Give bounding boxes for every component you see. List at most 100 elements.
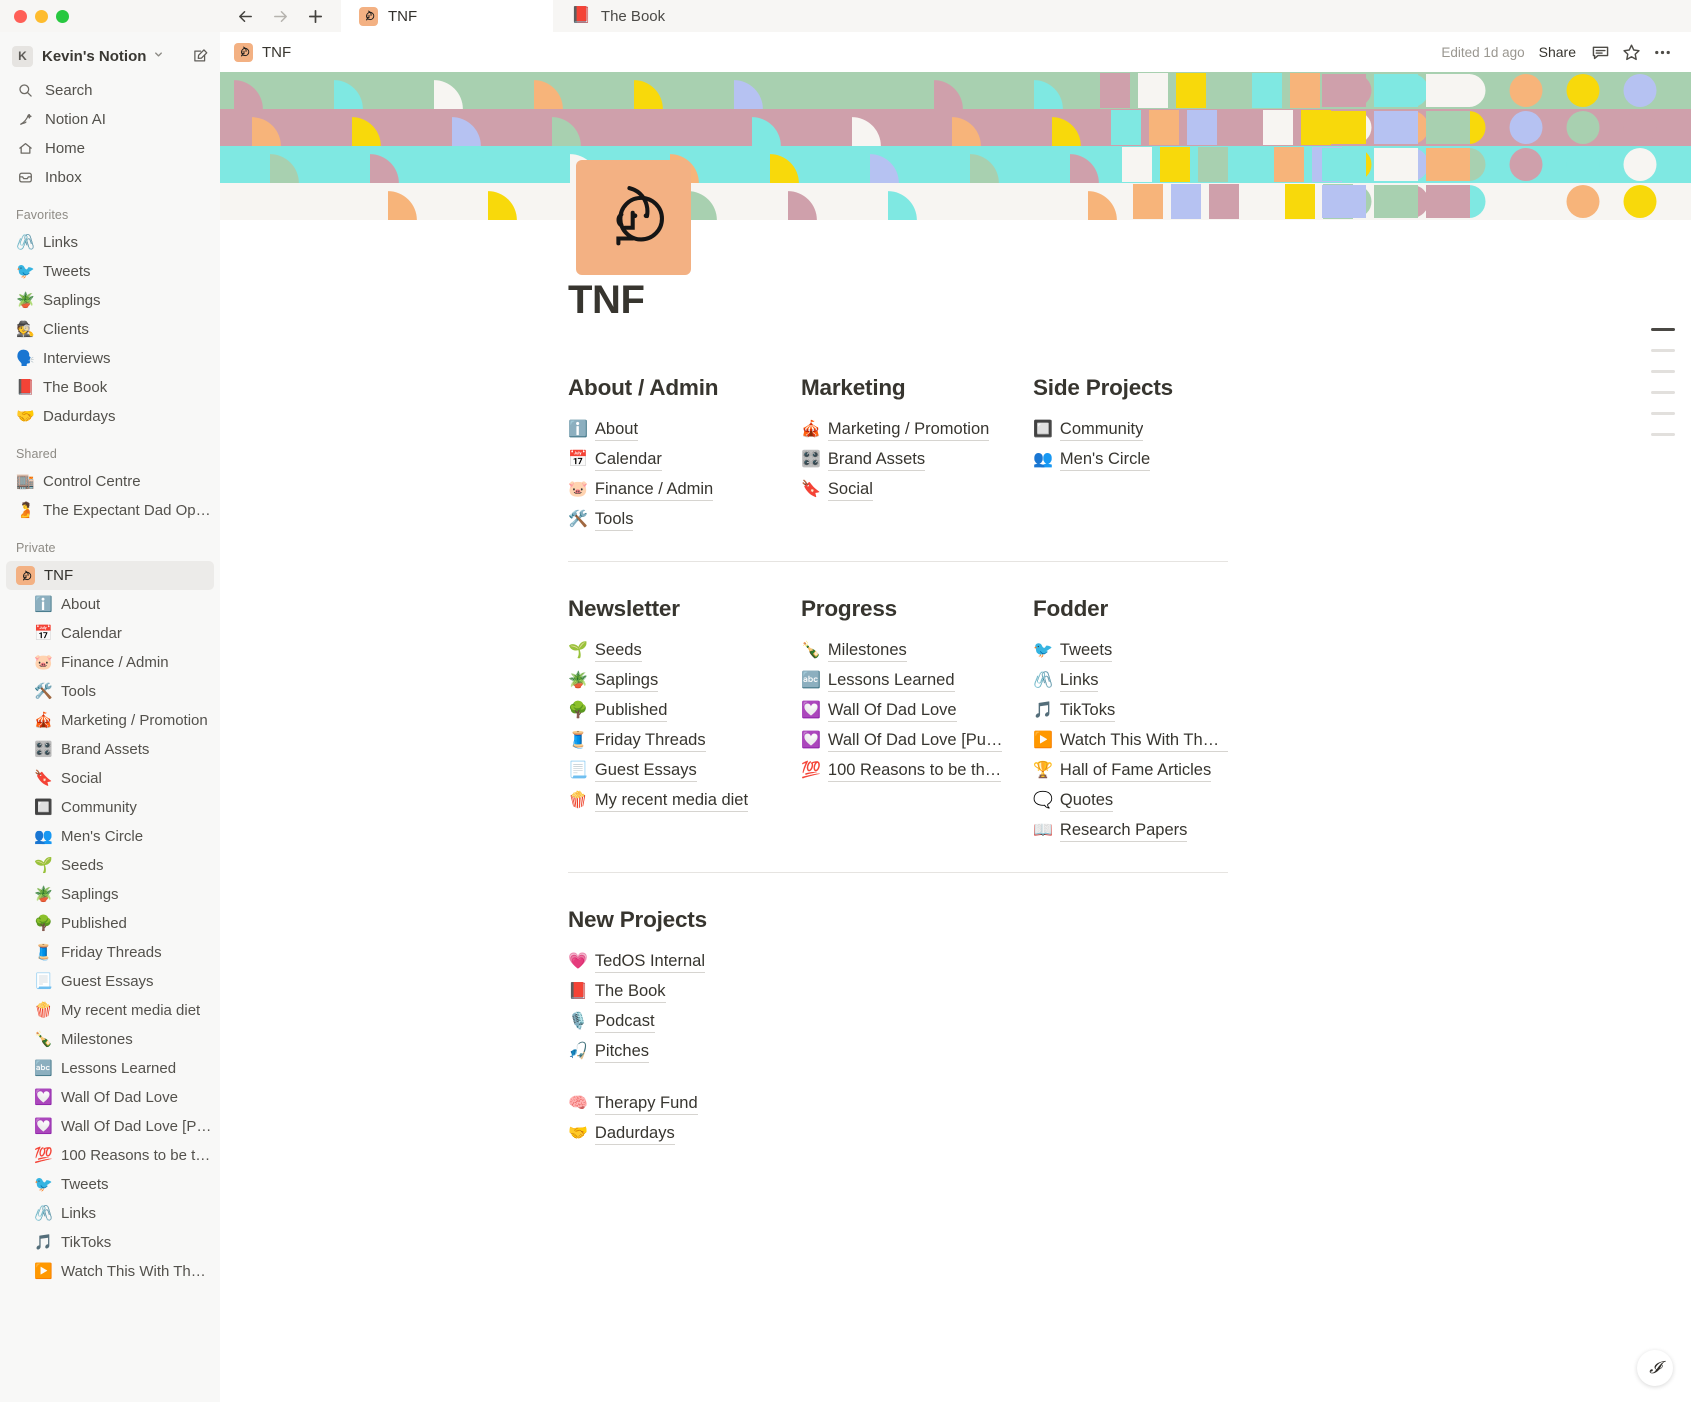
share-button[interactable]: Share: [1538, 44, 1576, 60]
sidebar-favorite-item[interactable]: 🗣️ Interviews: [0, 344, 220, 373]
edited-timestamp: Edited 1d ago: [1441, 44, 1525, 60]
sidebar-private-item[interactable]: 🖇️ Links: [0, 1199, 220, 1228]
page-link[interactable]: 🎵 TikToks: [1033, 696, 1228, 726]
new-tab-icon[interactable]: [306, 7, 325, 26]
page-link[interactable]: 🖇️ Links: [1033, 666, 1228, 696]
star-icon[interactable]: [1621, 42, 1642, 63]
sidebar-private-item[interactable]: 💯 100 Reasons to be than…: [0, 1141, 220, 1170]
sidebar-favorite-item[interactable]: 📕 The Book: [0, 373, 220, 402]
close-window-button[interactable]: [14, 9, 27, 23]
sidebar-private-item[interactable]: 📅 Calendar: [0, 619, 220, 648]
page-link[interactable]: 🎪 Marketing / Promotion: [801, 415, 1033, 445]
sidebar-private-item[interactable]: 👥 Men's Circle: [0, 822, 220, 851]
page-link[interactable]: 📕 The Book: [568, 977, 801, 1007]
page-link[interactable]: 🍾 Milestones: [801, 636, 1033, 666]
page-link[interactable]: 🌳 Published: [568, 696, 801, 726]
sidebar-private-item[interactable]: 🔖 Social: [0, 764, 220, 793]
sidebar-item-home[interactable]: Home: [0, 134, 220, 163]
page-link[interactable]: 💗 TedOS Internal: [568, 947, 801, 977]
sidebar-private-item[interactable]: 💟 Wall Of Dad Love: [0, 1083, 220, 1112]
sidebar-private-item[interactable]: ℹ️ About: [0, 590, 220, 619]
minimize-window-button[interactable]: [35, 9, 48, 23]
sidebar-item-label: TNF: [44, 567, 74, 584]
sidebar-private-item[interactable]: 🔲 Community: [0, 793, 220, 822]
sidebar-private-item[interactable]: ▶️ Watch This With The Kids: [0, 1257, 220, 1286]
comment-icon[interactable]: [1590, 42, 1611, 63]
page-link[interactable]: 📃 Guest Essays: [568, 756, 801, 786]
page-link[interactable]: 👥 Men's Circle: [1033, 445, 1228, 475]
sidebar-private-item[interactable]: 🎪 Marketing / Promotion: [0, 706, 220, 735]
sidebar-private-item[interactable]: 💟 Wall Of Dad Love [Public]: [0, 1112, 220, 1141]
sidebar-shared-item[interactable]: 🏬 Control Centre: [0, 467, 220, 496]
sidebar-private-item[interactable]: 🛠️ Tools: [0, 677, 220, 706]
sidebar-private-item[interactable]: 🍿 My recent media diet: [0, 996, 220, 1025]
page-link[interactable]: 🎛️ Brand Assets: [801, 445, 1033, 475]
sidebar-private-item[interactable]: 🪴 Saplings: [0, 880, 220, 909]
page-link[interactable]: 🔲 Community: [1033, 415, 1228, 445]
outline-mark[interactable]: [1651, 370, 1675, 373]
sidebar-shared-item[interactable]: 🫄 The Expectant Dad Oper…: [0, 496, 220, 525]
sidebar-private-item[interactable]: 🐷 Finance / Admin: [0, 648, 220, 677]
sidebar-favorite-item[interactable]: 🐦 Tweets: [0, 257, 220, 286]
page-link[interactable]: 🛠️ Tools: [568, 505, 801, 535]
page-outline[interactable]: [1651, 328, 1677, 454]
page-link[interactable]: 💯 100 Reasons to be th…: [801, 756, 1033, 786]
notion-ai-fab[interactable]: 𝓘: [1637, 1350, 1673, 1386]
page-link[interactable]: 📅 Calendar: [568, 445, 801, 475]
page-link[interactable]: 📖 Research Papers: [1033, 816, 1228, 846]
sidebar-favorite-item[interactable]: 🖇️ Links: [0, 228, 220, 257]
page-link[interactable]: 🍿 My recent media diet: [568, 786, 801, 816]
page-link[interactable]: 💟 Wall Of Dad Love [Pu…: [801, 726, 1033, 756]
page-link[interactable]: 🔖 Social: [801, 475, 1033, 505]
sidebar-private-item[interactable]: 🍾 Milestones: [0, 1025, 220, 1054]
sidebar-item-search[interactable]: Search: [0, 76, 220, 105]
sidebar-private-item[interactable]: 🎵 TikToks: [0, 1228, 220, 1257]
page-link[interactable]: 🐦 Tweets: [1033, 636, 1228, 666]
maximize-window-button[interactable]: [56, 9, 69, 23]
sidebar-item-label: Links: [61, 1205, 97, 1222]
sidebar-private-item[interactable]: 🔤 Lessons Learned: [0, 1054, 220, 1083]
sidebar-private-item[interactable]: 🐦 Tweets: [0, 1170, 220, 1199]
page-link[interactable]: 🧠 Therapy Fund: [568, 1089, 1691, 1119]
page-link[interactable]: 🌱 Seeds: [568, 636, 801, 666]
sidebar-private-item[interactable]: 🎛️ Brand Assets: [0, 735, 220, 764]
page-link[interactable]: 🎙️ Podcast: [568, 1007, 801, 1037]
sidebar-private-item[interactable]: 🧵 Friday Threads: [0, 938, 220, 967]
more-options-icon[interactable]: [1652, 42, 1673, 63]
outline-mark[interactable]: [1651, 433, 1675, 436]
workspace-switcher[interactable]: K Kevin's Notion: [0, 36, 220, 76]
sidebar-favorite-item[interactable]: 🤝 Dadurdays: [0, 402, 220, 431]
page-link[interactable]: 🗨️ Quotes: [1033, 786, 1228, 816]
outline-mark[interactable]: [1651, 412, 1675, 415]
sidebar-item-tnf[interactable]: TNF: [6, 561, 214, 590]
back-arrow-icon[interactable]: [236, 7, 255, 26]
sidebar-private-item[interactable]: 📃 Guest Essays: [0, 967, 220, 996]
page-link[interactable]: 🔤 Lessons Learned: [801, 666, 1033, 696]
page-cover[interactable]: [220, 72, 1691, 220]
new-page-icon[interactable]: [192, 47, 210, 65]
tab-the-book[interactable]: 📕 The Book: [553, 0, 765, 32]
outline-mark[interactable]: [1651, 391, 1675, 394]
page-link[interactable]: 🎣 Pitches: [568, 1037, 801, 1067]
page-link[interactable]: ℹ️ About: [568, 415, 801, 445]
sidebar-item-notion-ai[interactable]: Notion AI: [0, 105, 220, 134]
sidebar-favorite-item[interactable]: 🕵️ Clients: [0, 315, 220, 344]
forward-arrow-icon[interactable]: [271, 7, 290, 26]
sidebar-item-label: Notion AI: [45, 111, 106, 128]
breadcrumb[interactable]: TNF: [234, 42, 291, 62]
page-link[interactable]: ▶️ Watch This With The …: [1033, 726, 1228, 756]
page-link[interactable]: 🤝 Dadurdays: [568, 1119, 1691, 1149]
page-icon[interactable]: [576, 160, 691, 275]
outline-mark[interactable]: [1651, 349, 1675, 352]
sidebar-favorite-item[interactable]: 🪴 Saplings: [0, 286, 220, 315]
sidebar-item-inbox[interactable]: Inbox: [0, 163, 220, 192]
page-link[interactable]: 🧵 Friday Threads: [568, 726, 801, 756]
outline-mark[interactable]: [1651, 328, 1675, 331]
sidebar-private-item[interactable]: 🌳 Published: [0, 909, 220, 938]
page-link[interactable]: 🪴 Saplings: [568, 666, 801, 696]
page-link[interactable]: 💟 Wall Of Dad Love: [801, 696, 1033, 726]
page-link[interactable]: 🐷 Finance / Admin: [568, 475, 801, 505]
sidebar-private-item[interactable]: 🌱 Seeds: [0, 851, 220, 880]
tab-tnf[interactable]: TNF: [341, 0, 553, 32]
page-link[interactable]: 🏆 Hall of Fame Articles: [1033, 756, 1228, 786]
